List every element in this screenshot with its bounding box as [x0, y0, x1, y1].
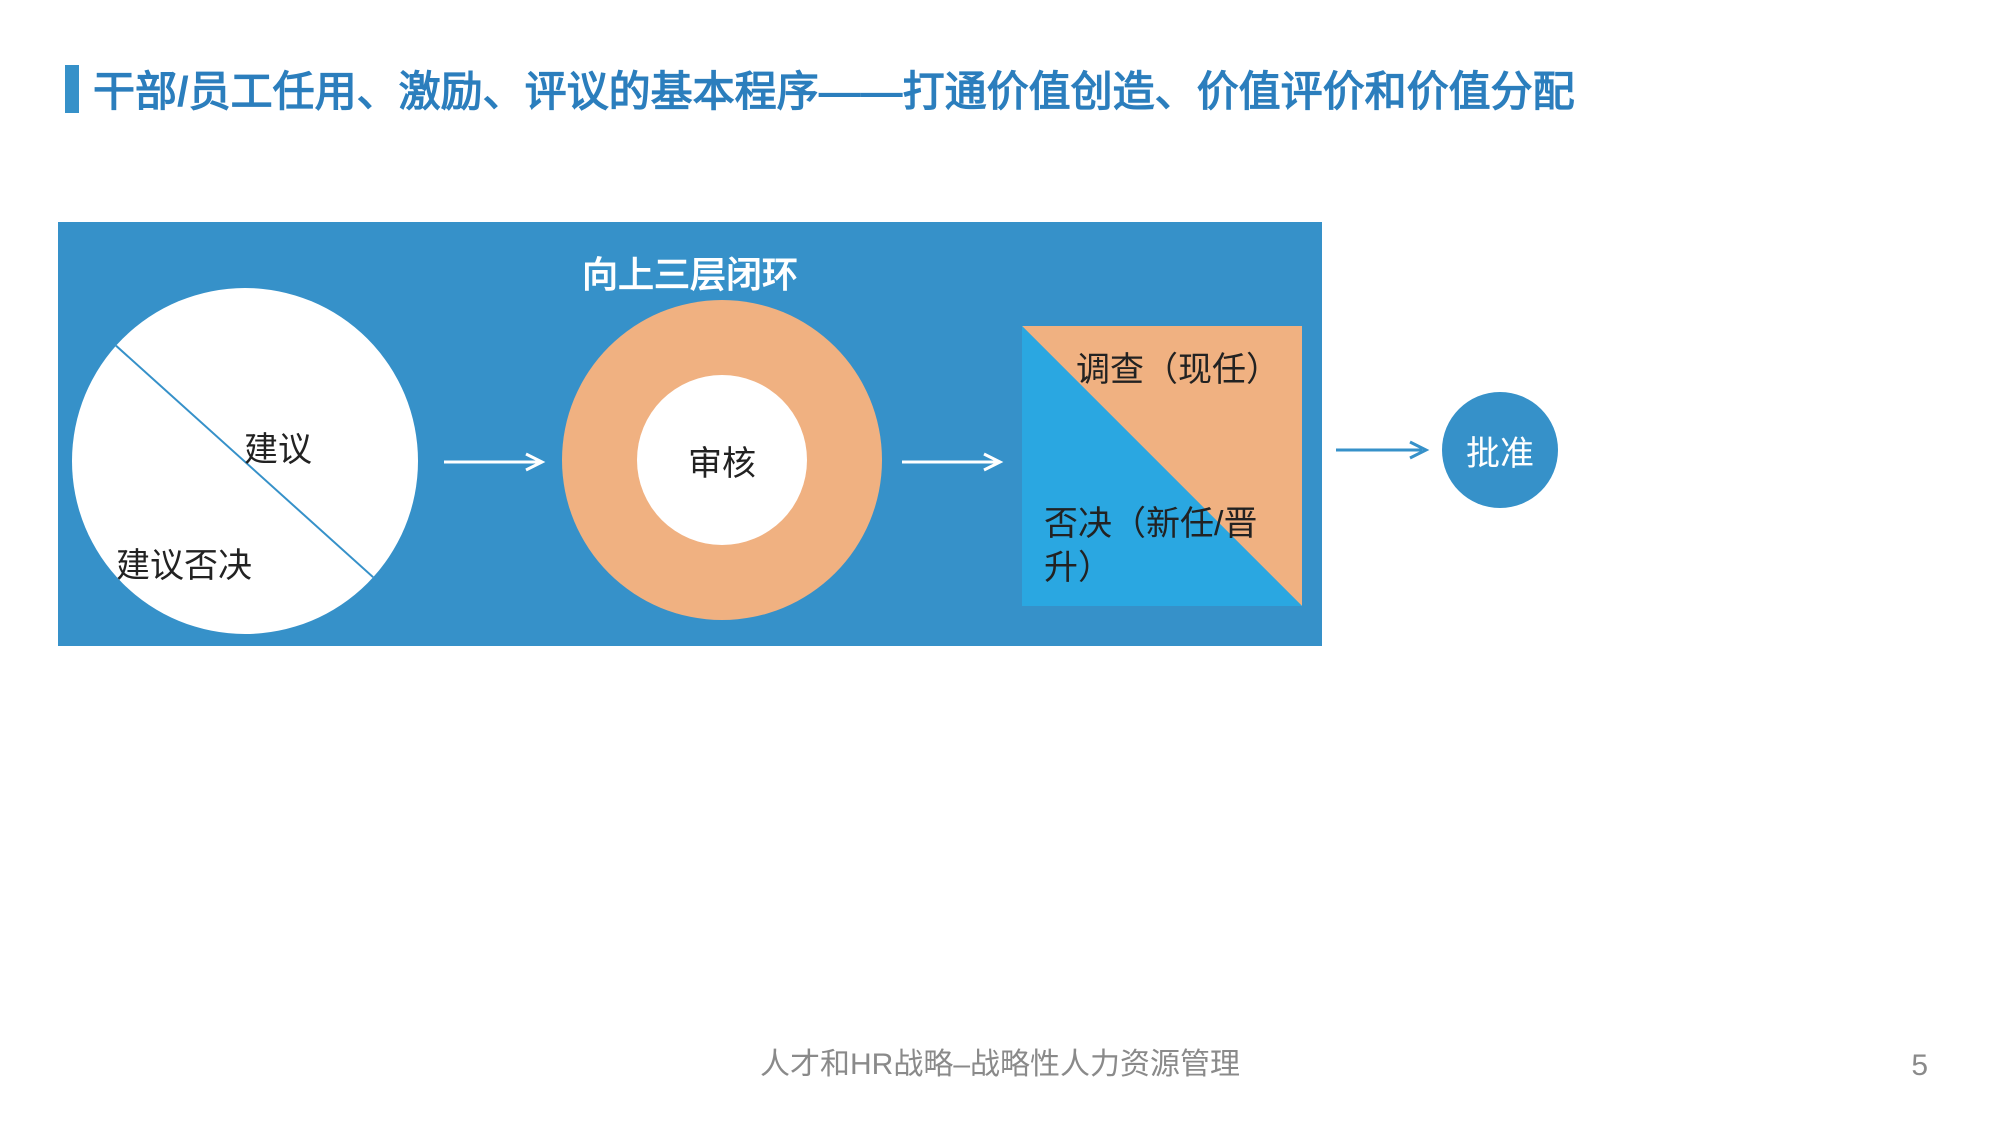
review-donut: 评议 审核: [562, 300, 882, 620]
diagram-heading: 向上三层闭环: [582, 246, 798, 298]
circle1-label-top: 建议: [244, 422, 312, 471]
donut-inner-circle: 审核: [637, 375, 807, 545]
slide-title: 干部/员工任用、激励、评议的基本程序——打通价值创造、价值评价和价值分配: [93, 58, 1575, 119]
circle1-label-bottom: 建议否决: [116, 538, 252, 587]
title-accent-bar: [65, 65, 79, 113]
diagram-container: 向上三层闭环 建议 建议否决 评议 审核 调查（现任） 否决（新任/晋升）: [58, 222, 1322, 646]
square-label-bottom: 否决（新任/晋升）: [1044, 502, 1274, 590]
slide-title-bar: 干部/员工任用、激励、评议的基本程序——打通价值创造、价值评价和价值分配: [65, 58, 1575, 119]
arrow-icon: [902, 452, 1012, 472]
donut-inner-label: 审核: [688, 436, 756, 485]
footer-text: 人才和HR战略–战略性人力资源管理: [760, 1039, 1240, 1083]
square-label-top: 调查（现任）: [1076, 342, 1280, 391]
page-number: 5: [1911, 1049, 1928, 1083]
approve-circle: 批准: [1442, 392, 1558, 508]
arrow-icon: [1336, 440, 1436, 460]
arrow-icon: [444, 452, 554, 472]
approve-label: 批准: [1466, 426, 1534, 475]
suggest-circle: 建议 建议否决: [72, 288, 418, 634]
